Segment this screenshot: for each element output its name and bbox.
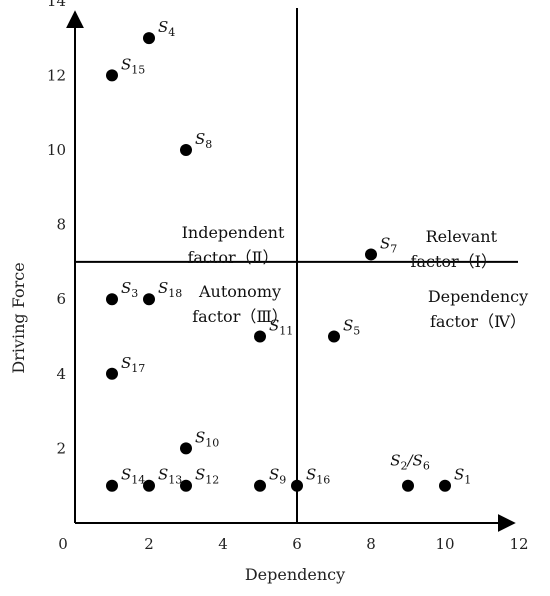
data-point — [106, 367, 118, 380]
data-point — [106, 479, 118, 492]
point-label: S16 — [306, 466, 330, 487]
point-label: S4 — [158, 18, 175, 39]
quadrant-dividers — [75, 8, 518, 523]
x-tick-label: 0 — [58, 535, 68, 553]
data-point — [439, 479, 451, 492]
point-label: S12 — [195, 466, 219, 487]
quadrant-label-dependency: Dependency — [428, 287, 528, 306]
point-label: S2/S6 — [390, 452, 430, 473]
data-point — [106, 293, 118, 306]
data-point — [143, 32, 155, 45]
y-tick-labels: 2 4 6 8 10 12 14 — [47, 0, 66, 457]
data-point — [365, 248, 377, 261]
point-label: S10 — [195, 428, 219, 449]
point-label: S8 — [195, 130, 212, 151]
data-point — [254, 479, 266, 492]
data-point — [291, 479, 303, 492]
y-tick-label: 6 — [56, 290, 66, 308]
data-point — [106, 69, 118, 82]
point-label: S11 — [269, 317, 293, 338]
point-label: S7 — [380, 234, 397, 255]
y-tick-label: 2 — [56, 439, 66, 457]
quadrant-label-dependency-line2: factor（Ⅳ） — [430, 312, 526, 331]
y-tick-label: 4 — [56, 365, 66, 383]
quadrant-label-independent-line2: factor（Ⅱ） — [187, 248, 278, 267]
axes — [66, 10, 516, 532]
y-tick-label: 14 — [47, 0, 66, 10]
quadrant-label-autonomy-line2: factor（Ⅲ） — [192, 307, 288, 326]
point-label: S18 — [158, 279, 182, 300]
x-tick-labels: 0 2 4 6 8 10 12 — [58, 535, 528, 553]
y-tick-label: 12 — [47, 66, 66, 84]
data-point — [180, 442, 192, 455]
point-label: S14 — [121, 466, 145, 487]
quadrant-label-independent: Independent — [182, 223, 285, 242]
data-point — [402, 479, 414, 492]
point-label: S15 — [121, 55, 145, 76]
data-point — [180, 144, 192, 156]
y-tick-label: 10 — [47, 141, 66, 159]
data-point — [328, 330, 340, 343]
x-tick-label: 10 — [435, 535, 454, 553]
quadrant-label-autonomy: Autonomy — [198, 282, 281, 301]
point-label: S1 — [454, 466, 471, 487]
x-tick-label: 6 — [292, 535, 302, 553]
data-point — [143, 293, 155, 306]
point-label: S13 — [158, 466, 182, 487]
quadrant-label-relevant: Relevant — [426, 227, 498, 246]
data-point — [254, 330, 266, 343]
y-tick-label: 8 — [56, 216, 66, 234]
quadrant-labels: Independent factor（Ⅱ） Relevant factor（Ⅰ） Aut… — [182, 223, 529, 331]
data-points: S1 S2/S6 S3 S4 S5 S7 S8 S9 S10 S11 S12 S13 S14 S15 S16… — [106, 18, 471, 492]
point-label: S9 — [269, 466, 286, 487]
x-tick-label: 12 — [509, 535, 528, 553]
x-tick-label: 2 — [144, 535, 154, 553]
data-point — [143, 479, 155, 492]
x-tick-label: 4 — [218, 535, 228, 553]
x-tick-label: 8 — [366, 535, 376, 553]
point-label: S3 — [121, 279, 138, 300]
y-axis-title: Driving Force — [9, 262, 28, 373]
x-axis-title: Dependency — [245, 565, 345, 584]
point-label: S5 — [343, 317, 360, 338]
data-point — [180, 479, 192, 492]
quadrant-label-relevant-line2: factor（Ⅰ） — [411, 252, 497, 271]
point-label: S17 — [121, 354, 145, 375]
